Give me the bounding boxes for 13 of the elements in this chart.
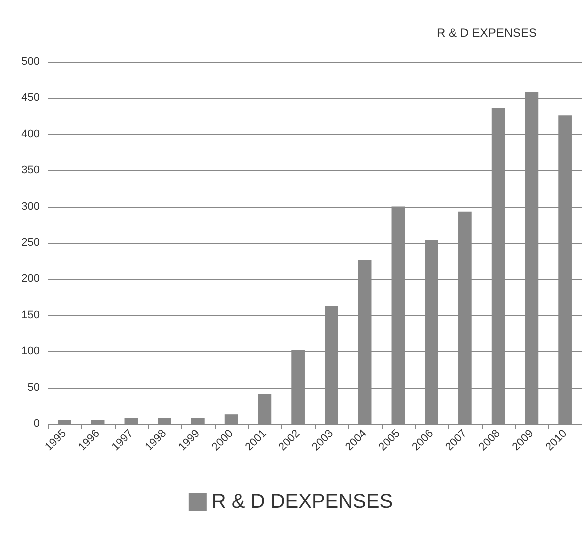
y-tick-label: 450 <box>22 92 40 104</box>
legend-label: R & D DEXPENSES <box>212 491 394 513</box>
y-tick-label: 250 <box>22 237 40 249</box>
y-tick-label: 350 <box>22 164 40 177</box>
y-tick-label: 0 <box>34 418 40 430</box>
y-tick-label: 50 <box>28 382 40 394</box>
y-tick-label: 150 <box>22 309 40 322</box>
y-tick-label: 200 <box>22 273 40 286</box>
y-tick-label: 300 <box>22 200 40 213</box>
chart-title: R & D EXPENSES <box>436 26 537 40</box>
y-tick-label: 100 <box>22 346 40 358</box>
y-tick-label: 500 <box>22 56 40 68</box>
y-tick-label: 400 <box>22 128 40 140</box>
